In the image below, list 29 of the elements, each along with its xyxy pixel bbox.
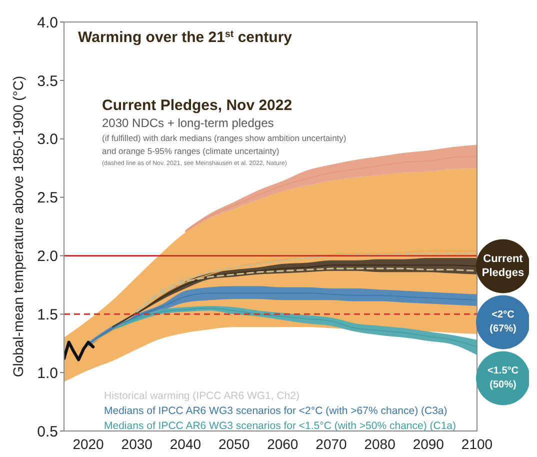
x-tick-label: 2050 bbox=[218, 436, 250, 452]
y-tick-label: 3.0 bbox=[37, 131, 58, 148]
y-tick-label: 3.5 bbox=[37, 72, 58, 90]
x-tick-label: 2100 bbox=[461, 436, 493, 452]
text: <1.5°C (50%) bbox=[488, 366, 518, 391]
annotation: 2030 NDCs + long-term pledges bbox=[102, 116, 274, 130]
text: Warming over the 21$^{st}$ century bbox=[78, 28, 293, 46]
x-tick-label: 2030 bbox=[121, 436, 153, 452]
y-tick-label: 2.0 bbox=[37, 248, 58, 266]
annotation: and orange 5-95% ranges (climate uncertainty) bbox=[102, 146, 280, 156]
x-tick-label: 2080 bbox=[364, 436, 396, 452]
annotation: Historical warming (IPCC AR6 WG1, Ch2) bbox=[104, 390, 300, 402]
series-label: Current Pledges bbox=[482, 253, 524, 280]
x-tick-label: 2090 bbox=[412, 436, 444, 452]
x-tick-label: 2020 bbox=[72, 436, 104, 452]
y-tick-label: 1.5 bbox=[37, 306, 58, 324]
annotation: Medians of IPCC AR6 WG3 scenarios for <2°C (with >67% chance) (C3a) bbox=[104, 405, 448, 417]
annotation: (if fulfilled) with dark medians (ranges show ambition uncertainty) bbox=[102, 133, 346, 143]
x-tick-label: 2060 bbox=[267, 436, 298, 452]
series-label: <2°C (67%) bbox=[490, 310, 516, 335]
y-tick-label: 0.5 bbox=[37, 423, 58, 440]
x-tick-label: 2040 bbox=[170, 436, 202, 452]
annotation: Medians of IPCC AR6 WG3 scenarios for <1.5°C (with >50% chance) (C1a) bbox=[104, 420, 456, 432]
y-tick-label: 4.0 bbox=[37, 14, 58, 32]
y-tick-label: 1.0 bbox=[37, 364, 58, 382]
y-axis-title: Global-mean temperature above 1850-1900 (°C) bbox=[10, 76, 26, 378]
x-tick-label: 2070 bbox=[316, 436, 348, 452]
y-tick-label: 2.5 bbox=[37, 190, 58, 207]
annotation: Current Pledges, Nov 2022 bbox=[102, 97, 292, 114]
